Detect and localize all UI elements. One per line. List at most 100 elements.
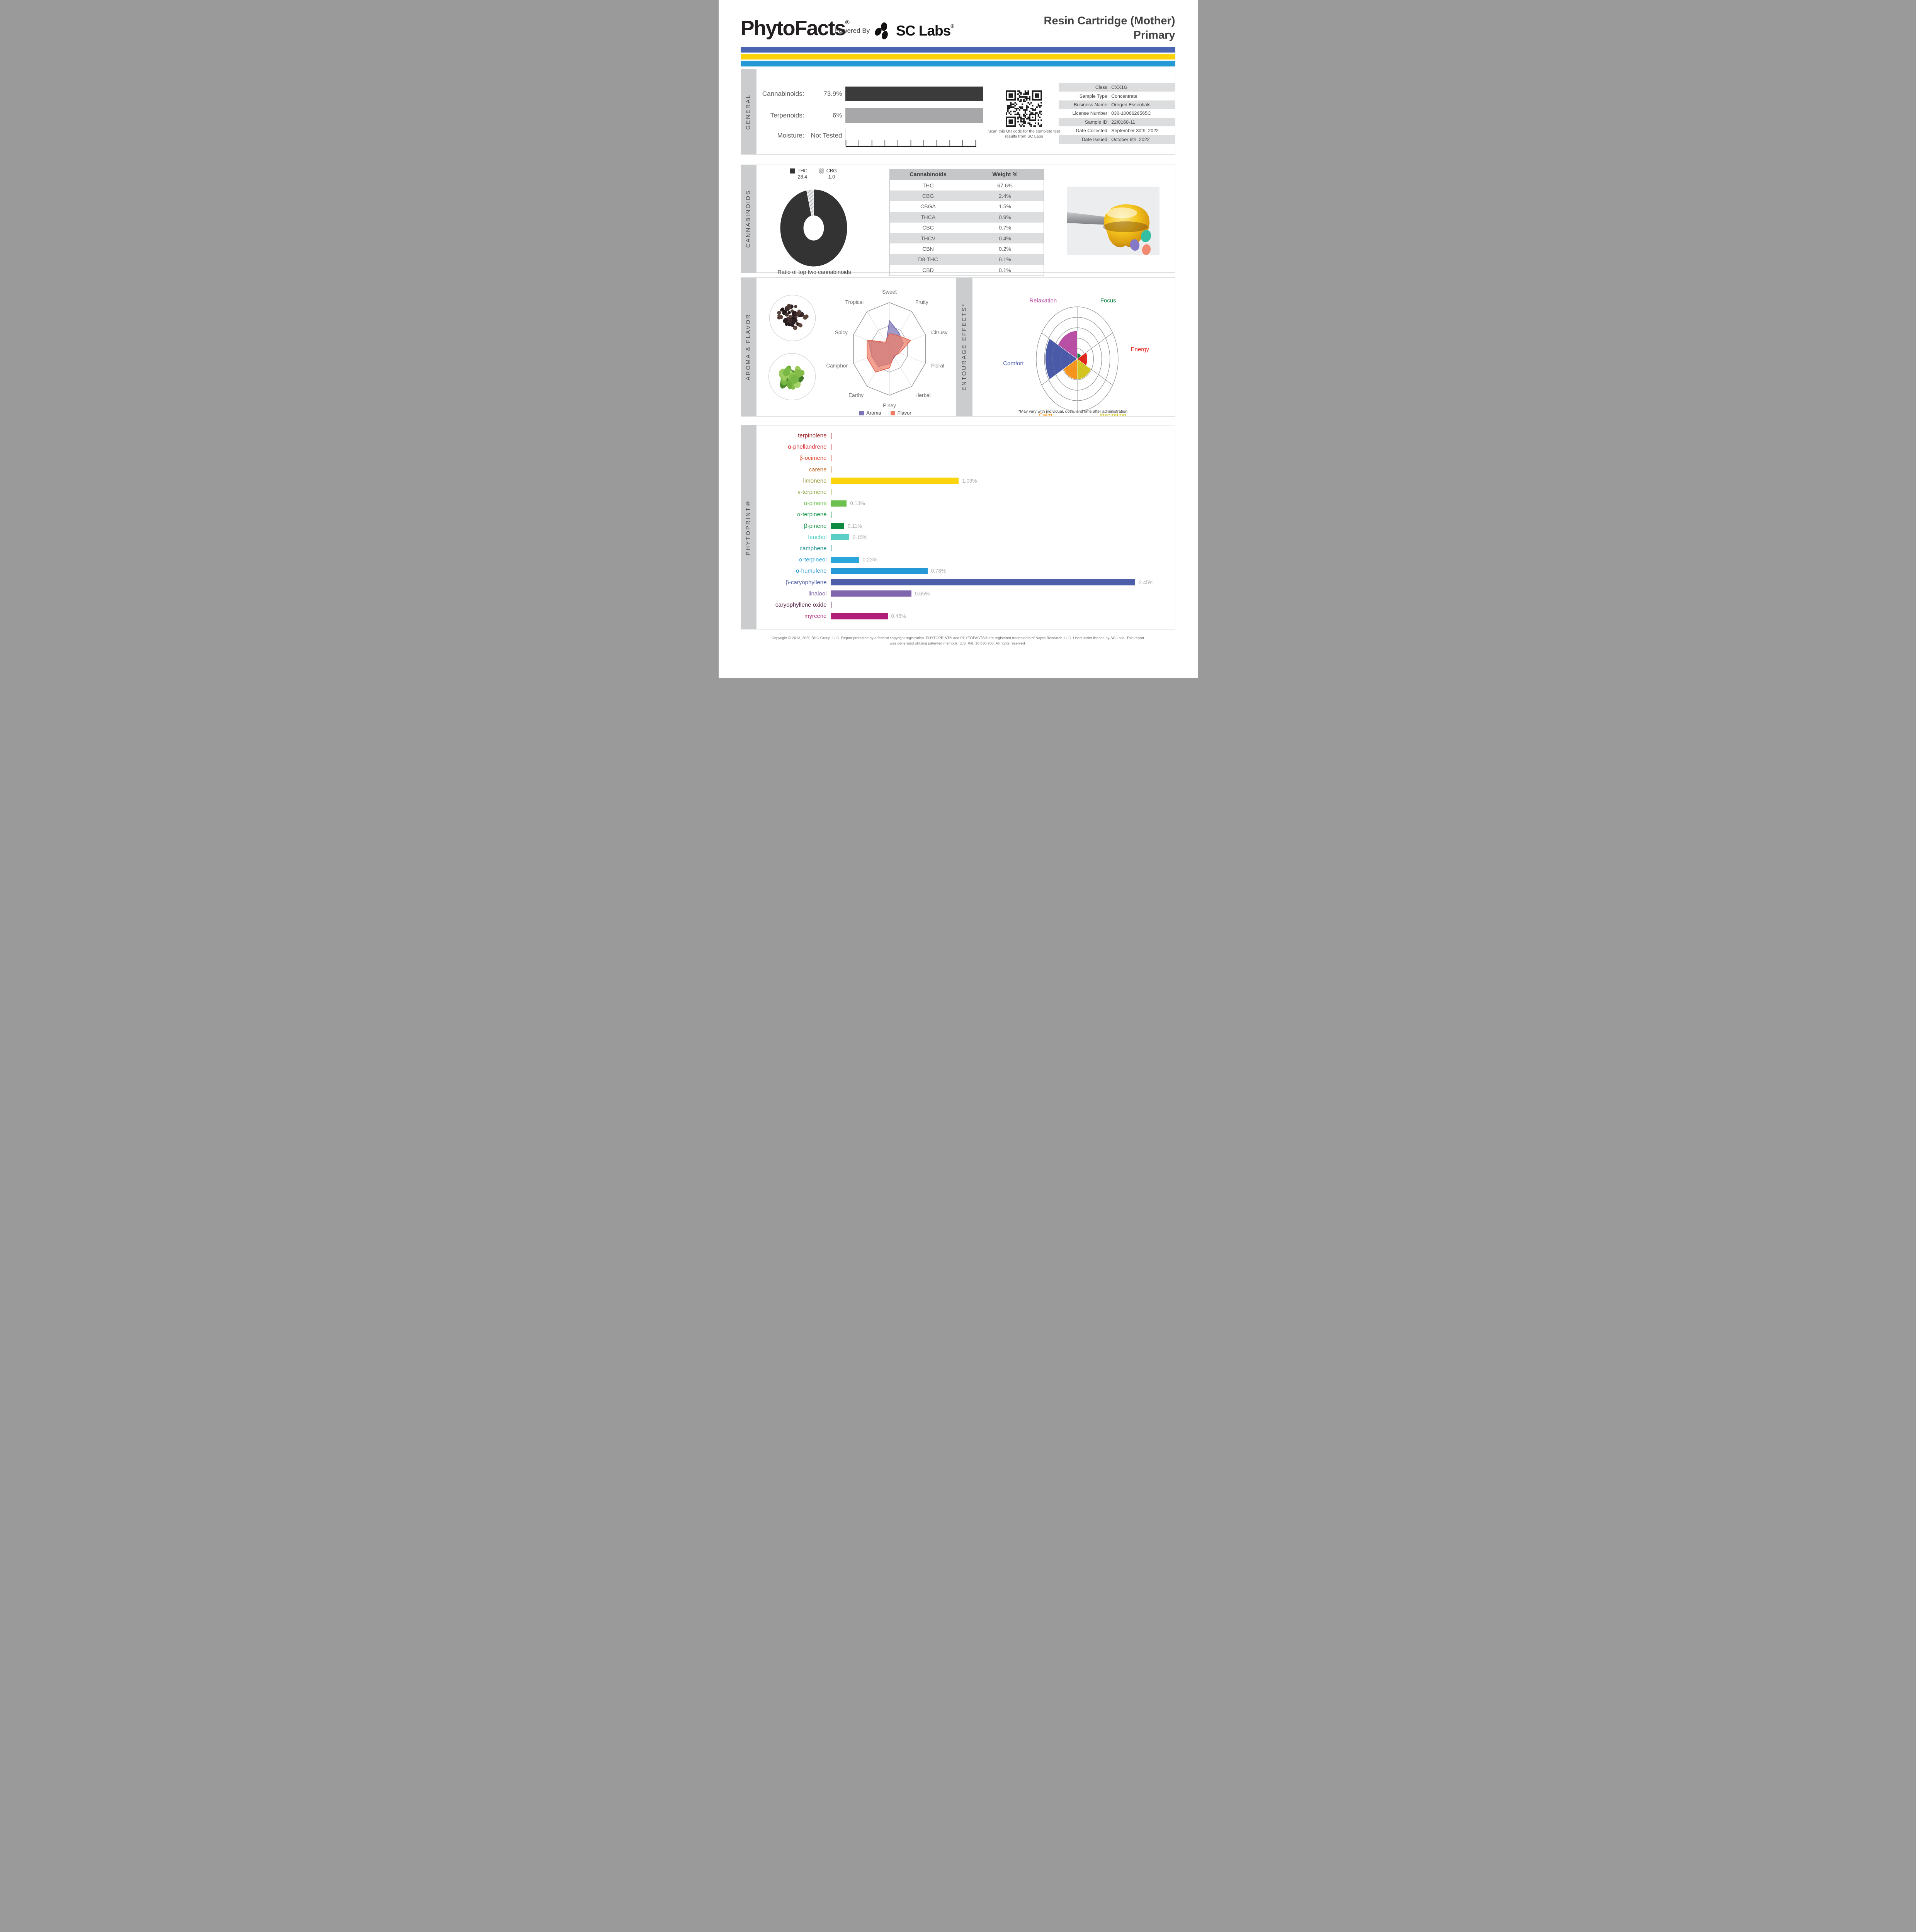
qr-module (1008, 112, 1010, 114)
qr-module (1020, 116, 1022, 118)
cannabinoid-weight: 0.7% (999, 224, 1011, 231)
qr-module (1007, 116, 1009, 118)
qr-module (1014, 96, 1016, 98)
terpene-bar (830, 534, 849, 541)
donut-slice-thc (780, 189, 847, 267)
qr-module (1018, 109, 1020, 111)
radar-axis-label-spicy: Spicy (835, 330, 847, 335)
qr-module (1034, 95, 1036, 97)
qr-module (1034, 90, 1036, 92)
terpene-label: caryophyllene oxide (775, 601, 827, 608)
qr-module (1040, 99, 1042, 101)
qr-module (1010, 103, 1012, 105)
table-row: Sample ID: 22I0168-11 (1058, 117, 1175, 126)
qr-module (1005, 90, 1007, 92)
terpene-bar-area: 2.45% (830, 579, 1175, 586)
entourage-section-label: ENTOURAGE EFFECTS* (961, 303, 967, 391)
qr-module (1014, 97, 1016, 99)
qr-module (1040, 92, 1042, 94)
qr-module (1008, 96, 1010, 98)
qr-module (1029, 114, 1030, 115)
qr-module (1020, 92, 1022, 94)
qr-module (1010, 122, 1012, 124)
qr-module (1020, 100, 1022, 102)
cannabinoids-content: THC 28.4 CBG 1.0 Ratio of top two cannabino… (756, 165, 1175, 276)
terpene-bar-area: 0.13% (830, 500, 1175, 507)
qr-module (1018, 95, 1020, 97)
hop-cone (790, 375, 799, 384)
qr-module (1026, 99, 1027, 101)
qr-module (1020, 96, 1022, 98)
qr-code (1005, 90, 1042, 127)
qr-module (1010, 116, 1012, 118)
peppercorn (786, 304, 792, 309)
qr-module (1013, 99, 1015, 101)
peppercorn (779, 315, 783, 320)
polar-ring (1060, 338, 1094, 380)
qr-module (1005, 93, 1007, 95)
hop-cone (782, 369, 790, 376)
qr-module (1005, 116, 1007, 118)
qr-module (1005, 112, 1007, 114)
lab-text: SC Labs (896, 23, 951, 39)
qr-module (1032, 93, 1034, 95)
qr-module (1040, 119, 1042, 121)
qr-module (1039, 99, 1040, 101)
qr-module (1010, 99, 1012, 101)
qr-module (1018, 115, 1020, 117)
qr-module (1008, 95, 1010, 97)
qr-module (1011, 122, 1013, 124)
qr-module (1033, 90, 1035, 92)
qr-module (1014, 92, 1016, 94)
qr-module (1024, 93, 1026, 95)
qr-module (1030, 112, 1032, 114)
terpene-bar-area (830, 444, 1175, 450)
qr-module (1024, 96, 1026, 98)
qr-module (1029, 124, 1030, 126)
qr-caption: Scan this QR code for the complete test … (988, 129, 1060, 139)
general-content: Cannabinoids: 73.9% Terpenoids: 6% Moist… (756, 69, 1175, 155)
qr-module (1036, 99, 1038, 101)
cannabinoid-weight: 0.9% (999, 214, 1011, 220)
terpene-bar-area: 0.11% (830, 523, 1175, 529)
qr-module (1010, 93, 1012, 95)
sample-info-table: Class: CXX1G Sample Type: Concentrate Busi… (1058, 83, 1175, 144)
percent-scale-ruler (845, 140, 976, 147)
terpene-value: 0.15% (852, 534, 868, 540)
entourage-label-inspiration: Inspiration (1099, 412, 1126, 416)
qr-module (1030, 125, 1032, 127)
qr-module (1023, 121, 1025, 122)
qr-module (1040, 90, 1042, 92)
entourage-effects-polar-chart: Focus Energy Inspiration Calm Comfort Relaxat… (1003, 297, 1149, 416)
qr-module (1023, 114, 1025, 115)
qr-module (1037, 122, 1039, 124)
donut-legend-value: 28.4 (797, 174, 808, 180)
terpene-bar-area: 1.03% (830, 478, 1175, 484)
qr-module (1029, 122, 1030, 124)
peppercorn (784, 313, 789, 317)
footer-line1: Copyright © 2013, 2020 BHC Group, LLC. R… (771, 636, 1144, 640)
radar-axis-label-piney: Piney (883, 403, 896, 408)
qr-module (1030, 108, 1032, 109)
qr-module (1008, 90, 1010, 92)
sc-labs-wordmark: SC Labs® (896, 23, 954, 39)
terpene-row-terpinolene: terpinolene (757, 430, 1175, 441)
terpene-row--terpinene: γ-terpinene (757, 486, 1175, 498)
qr-module (1029, 97, 1030, 99)
qr-module (1010, 95, 1012, 97)
qr-module (1024, 90, 1026, 92)
qr-module (1014, 111, 1016, 112)
terpene-zero-tick (830, 466, 831, 473)
info-label: Sample Type: (1079, 93, 1109, 99)
terpene-zero-tick (830, 545, 831, 552)
qr-module (1027, 93, 1029, 95)
qr-module (1018, 124, 1020, 126)
phytoprint-section-label-bar: PHYTOPRINT® (740, 425, 756, 629)
qr-module (1021, 96, 1023, 98)
terpene-label: α-terpinene (797, 511, 827, 518)
terpenoids-total-label: Terpenoids: (770, 112, 804, 119)
qr-module (1018, 92, 1020, 94)
qr-module (1005, 96, 1007, 98)
qr-module (1005, 114, 1007, 115)
terpene-value: 0.11% (847, 523, 862, 529)
